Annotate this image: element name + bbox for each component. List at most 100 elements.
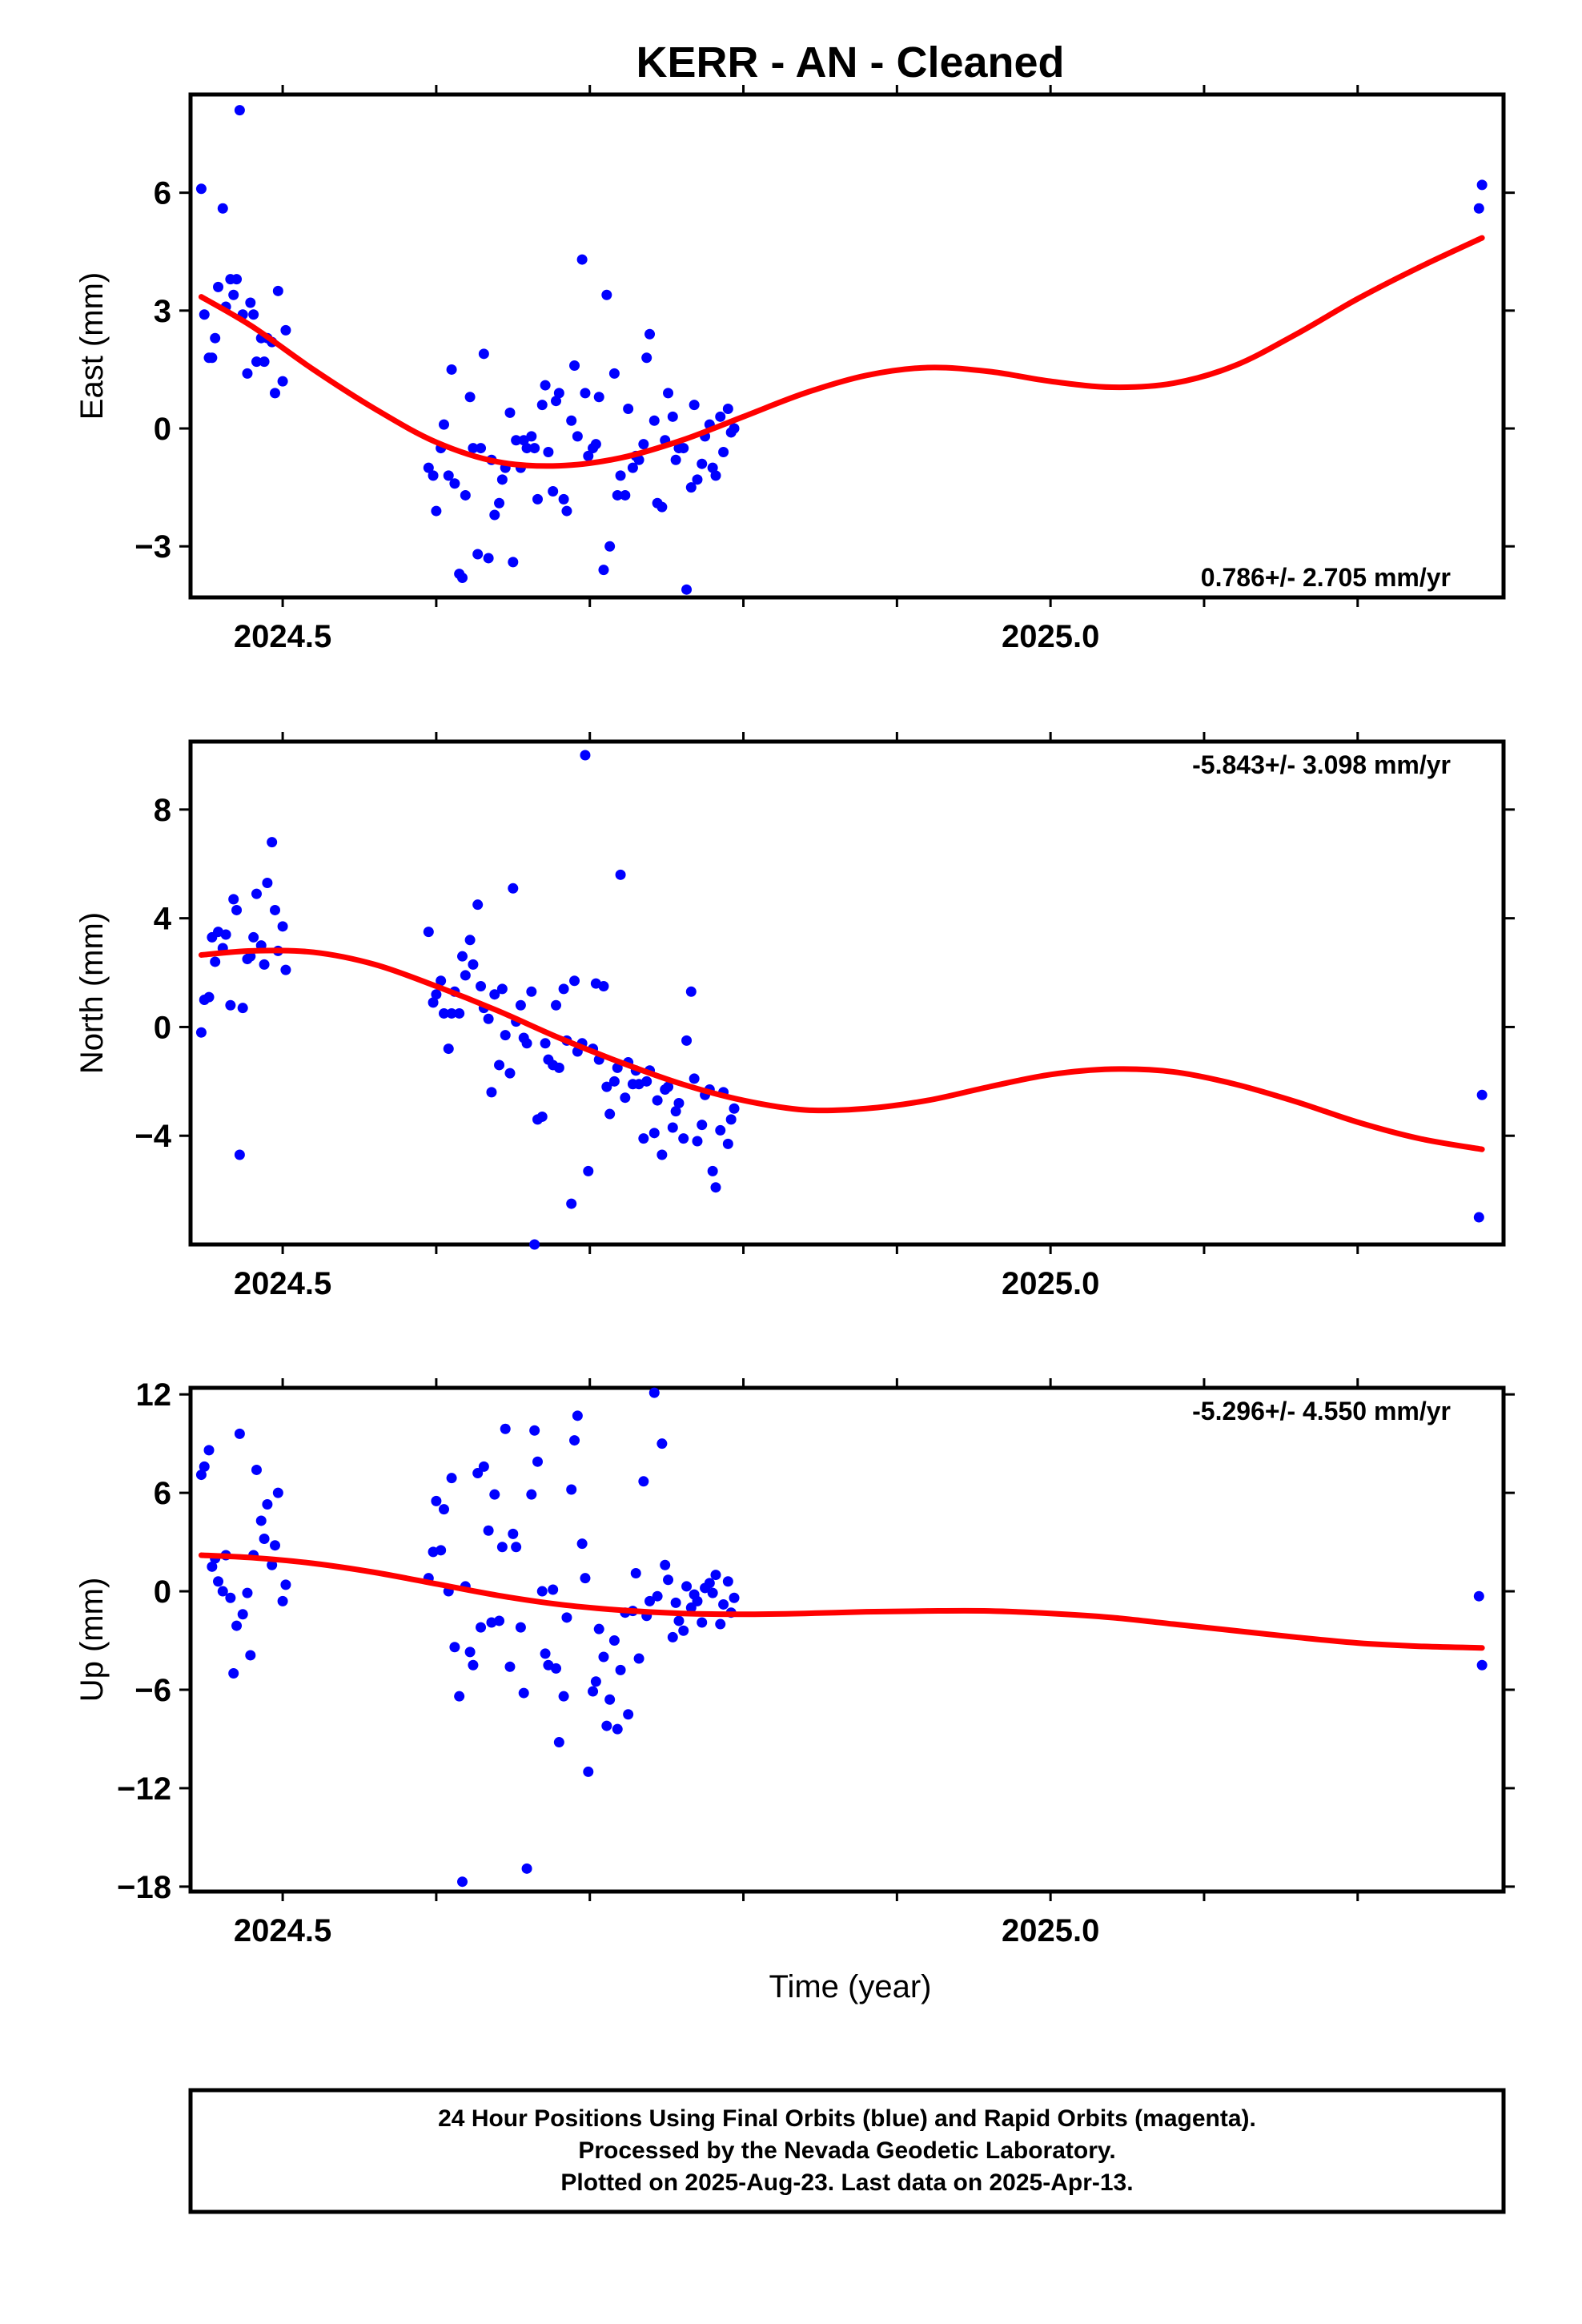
data-point [438, 419, 449, 430]
data-point [446, 364, 457, 375]
data-point [678, 1625, 689, 1636]
data-point [548, 486, 559, 497]
data-point [641, 1076, 652, 1087]
data-point [267, 837, 278, 848]
data-point [494, 497, 505, 509]
y-axis-label: East (mm) [74, 272, 110, 420]
data-point [604, 1108, 616, 1120]
data-point [259, 356, 270, 368]
data-point [529, 443, 540, 454]
data-point [540, 1648, 551, 1659]
data-point [718, 1598, 729, 1610]
data-point [630, 1568, 641, 1579]
data-point [526, 1489, 537, 1500]
data-point [508, 557, 519, 568]
north-panel: 2024.5 2025.0 −4 0 4 8 North (mm) -5.843+/- 3.0… [74, 732, 1515, 1301]
data-point [210, 332, 221, 344]
y-axis-label: North (mm) [74, 912, 110, 1074]
y-tick-label: −3 [135, 529, 171, 565]
data-point [678, 443, 689, 454]
y-tick-label: 3 [154, 294, 171, 329]
data-point [217, 203, 228, 214]
data-point [569, 360, 580, 372]
footer-box: 24 Hour Positions Using Final Orbits (bl… [188, 2088, 1506, 2214]
data-point [195, 1027, 207, 1038]
data-point [598, 565, 609, 576]
data-point [251, 888, 262, 899]
data-point [572, 1410, 583, 1421]
data-point [656, 1438, 668, 1449]
data-point [729, 423, 740, 434]
data-point [277, 1595, 288, 1606]
data-point [561, 1612, 572, 1623]
data-point [449, 478, 460, 489]
data-point [604, 541, 616, 552]
data-point [228, 1668, 239, 1679]
data-point [608, 1635, 620, 1647]
data-point [652, 1590, 663, 1602]
data-point [718, 446, 729, 457]
data-point [620, 1092, 631, 1104]
data-point [489, 989, 500, 1000]
data-point [521, 443, 532, 454]
data-point [213, 281, 224, 292]
data-point [251, 1464, 262, 1475]
data-point [472, 1468, 484, 1479]
data-point [704, 1578, 715, 1589]
data-point [217, 1586, 228, 1597]
data-point [203, 991, 215, 1003]
data-point [460, 970, 471, 981]
data-point [468, 1659, 479, 1671]
data-point [511, 435, 522, 446]
data-point [608, 1076, 620, 1087]
y-axis-label: Up (mm) [74, 1578, 110, 1703]
data-point [269, 1540, 280, 1551]
data-point [715, 1124, 726, 1136]
data-point [598, 981, 609, 992]
data-point [428, 470, 439, 481]
data-point [518, 435, 529, 446]
data-point [515, 1622, 526, 1633]
y-tick-label: 6 [154, 176, 171, 211]
data-point [593, 1623, 604, 1634]
data-point [203, 1445, 215, 1456]
data-point [483, 553, 494, 564]
data-point [601, 1081, 612, 1092]
data-point [572, 431, 583, 442]
data-point [280, 324, 291, 336]
data-point [504, 1661, 516, 1672]
y-tick-label: 0 [154, 1010, 171, 1045]
data-point [623, 404, 634, 414]
data-point [715, 1618, 726, 1630]
data-point [504, 407, 516, 418]
data-point [667, 1631, 678, 1642]
data-point [476, 443, 487, 454]
data-point [608, 368, 620, 379]
data-point [472, 899, 484, 911]
data-point [558, 1691, 569, 1702]
data-point [536, 400, 548, 411]
east-panel: 2024.5 2025.0 −3 0 3 6 East (mm) 0.786+/- 2.705… [74, 85, 1515, 654]
data-point [515, 999, 526, 1011]
data-point [551, 999, 562, 1011]
data-point [566, 1198, 577, 1209]
data-point [1476, 1089, 1488, 1100]
x-tick-label: 2025.0 [1002, 619, 1099, 654]
y-tick-label: −12 [117, 1771, 171, 1807]
data-point [615, 1664, 626, 1675]
data-point [633, 1653, 644, 1664]
data-point [648, 415, 660, 426]
data-point [588, 1686, 599, 1697]
fit-curve [198, 1552, 1485, 1651]
data-point [220, 929, 231, 940]
data-point [685, 986, 697, 997]
data-point [590, 439, 601, 450]
y-tick-label: 0 [154, 412, 171, 447]
data-point [576, 1538, 588, 1550]
data-point [500, 1030, 511, 1041]
data-point [269, 388, 280, 399]
data-point [722, 1576, 733, 1587]
data-point [615, 869, 626, 880]
data-point [518, 1687, 529, 1699]
data-point [428, 997, 439, 1008]
